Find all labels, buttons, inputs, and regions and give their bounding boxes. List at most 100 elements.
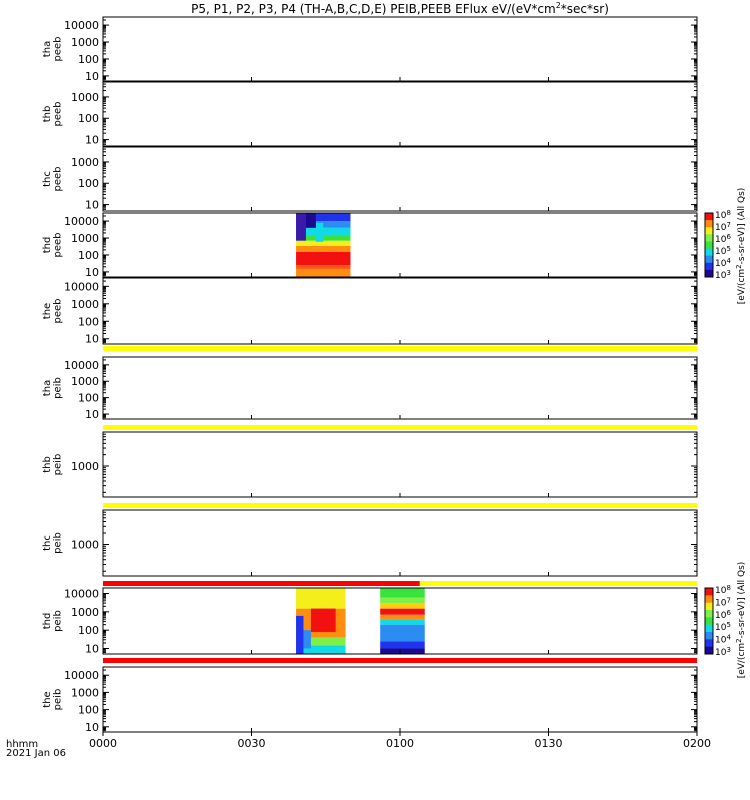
spectrogram-cell-thd-peeb-1 (296, 265, 351, 269)
colorbar-unit-main: [eV/(cm (737, 269, 747, 304)
spectrogram-cell-thd-peeb-8 (296, 213, 351, 222)
colorbar-segment-peeb (705, 255, 713, 264)
x-tick-label: 0200 (683, 737, 711, 750)
y-tick-label-thb-peeb: 10 (85, 134, 99, 147)
colorbar-tick-base: 10 (715, 271, 727, 281)
y-tick-label-thd-peib: 100 (78, 624, 99, 637)
colorbar-segment-peeb (705, 241, 713, 250)
panel-frame-thb-peib (102, 431, 698, 498)
flag-bar-thc-peib-1 (419, 581, 697, 586)
panel-label-species: peib (53, 454, 64, 476)
colorbar-segment-peeb (705, 234, 713, 242)
y-tick-label-the-peeb: 100 (78, 315, 99, 328)
y-tick-label-thd-peeb: 10 (85, 266, 99, 279)
spectrogram-cell-thd-peib-0 (296, 645, 346, 654)
colorbar-tick-base: 10 (715, 611, 727, 621)
y-tick-label-thc-peeb: 100 (78, 177, 99, 190)
panel-label-probe: thc (42, 535, 53, 551)
x-tick-label: 0000 (89, 737, 117, 750)
colorbar-tick-exp: 8 (726, 209, 730, 217)
colorbar-tick-exp: 8 (726, 584, 730, 592)
panel-label-probe: thd (42, 237, 53, 254)
colorbar-segment-peeb (705, 227, 713, 235)
colorbar-tick-base: 10 (715, 586, 727, 596)
y-tick-label-the-peib: 1000 (71, 686, 99, 699)
colorbar-tick-label-peib: 107 (715, 596, 731, 608)
colorbar-tick-base: 10 (715, 598, 727, 608)
x-tick-label: 0130 (535, 737, 563, 750)
x-tick-label: 0100 (386, 737, 414, 750)
panel-label-probe: tha (42, 41, 53, 57)
y-tick-label-tha-peeb: 10000 (64, 19, 99, 32)
colorbar-frame-peeb (704, 212, 714, 278)
colorbar-tick-label-peib: 103 (715, 646, 731, 658)
y-tick-label-tha-peeb: 1000 (71, 36, 99, 49)
spectrogram-cell-thd-peib-4 (310, 608, 336, 632)
colorbar-frame-peib (704, 587, 714, 655)
spectrogram-cell-thd-peeb-9 (296, 213, 306, 241)
y-tick-label-the-peeb: 1000 (71, 298, 99, 311)
spectrogram-cell-thd-peeb-11 (305, 213, 316, 228)
panel-label-thc-peib: thcpeib (42, 532, 64, 554)
y-tick-label-thd-peib: 1000 (71, 606, 99, 619)
panel-label-species: peeb (53, 299, 64, 324)
colorbar-tick-label-peeb: 104 (715, 257, 731, 269)
panel-label-thc-peeb: thcpeeb (42, 167, 64, 192)
colorbar-segment-peeb (705, 269, 713, 278)
panel-label-probe: the (42, 303, 53, 319)
colorbar-tick-base: 10 (715, 623, 727, 633)
y-tick-label-tha-peib: 10000 (64, 359, 99, 372)
panel-label-the-peib: thepeib (42, 689, 64, 711)
panel-label-probe: thc (42, 171, 53, 187)
spectrogram-cell-thd-peib-8 (380, 641, 425, 649)
spectrogram-cell-thd-peib-3 (296, 588, 346, 609)
panel-label-probe: thb (42, 456, 53, 473)
colorbar-tick-exp: 6 (726, 609, 731, 617)
colorbar-segment-peeb (705, 213, 713, 221)
colorbar-segment-peeb (705, 262, 713, 271)
panel-label-species: peeb (53, 37, 64, 62)
colorbar-tick-label-peeb: 107 (715, 221, 731, 233)
panel-label-tha-peib: thapeib (42, 377, 64, 399)
panel-frame-tha-peib (102, 356, 698, 420)
y-tick-label-thc-peib: 1000 (71, 539, 99, 552)
spectrogram-cell-thd-peib-9 (380, 624, 425, 642)
y-tick-label-thd-peeb: 1000 (71, 232, 99, 245)
panel-frame-thc-peeb (102, 146, 698, 212)
colorbar-tick-base: 10 (715, 636, 727, 646)
panel-label-probe: tha (42, 380, 53, 396)
spectrogram-cell-thd-peib-12 (380, 608, 425, 615)
y-tick-label-the-peib: 10 (85, 721, 99, 734)
flag-bar-thc-peib-0 (103, 581, 420, 586)
colorbar-segment-peib (705, 595, 713, 604)
colorbar-tick-label-peeb: 105 (715, 245, 731, 257)
panel-frame-thb-peeb (102, 81, 698, 147)
colorbar-tick-label-peib: 106 (715, 609, 731, 621)
y-tick-label-tha-peeb: 100 (78, 53, 99, 66)
flag-bar-thb-peib-0 (103, 503, 697, 508)
panel-frame-the-peib (102, 666, 698, 733)
colorbar-tick-base: 10 (715, 648, 727, 658)
y-tick-label-thd-peib: 10 (85, 642, 99, 655)
colorbar-segment-peeb (705, 248, 713, 257)
x-axis-label: hhmm (6, 739, 39, 750)
y-tick-label-thb-peeb: 1000 (71, 91, 99, 104)
y-tick-label-the-peib: 10000 (64, 669, 99, 682)
colorbar-segment-peib (705, 617, 713, 626)
panel-label-species: peeb (53, 167, 64, 192)
colorbar-tick-exp: 7 (726, 596, 730, 604)
colorbar-tick-label-peeb: 106 (715, 233, 731, 245)
colorbar-tick-base: 10 (715, 223, 727, 233)
y-tick-label-thd-peeb: 10000 (64, 215, 99, 228)
y-tick-label-thc-peeb: 10 (85, 199, 99, 212)
chart-title: P5, P1, P2, P3, P4 (TH-A,B,C,D,E) PEIB,P… (191, 1, 609, 16)
colorbar-tick-base: 10 (715, 235, 727, 245)
colorbar-unit-tail: -s-sr-eV)] (All Qs) (737, 562, 747, 639)
y-tick-label-the-peib: 100 (78, 704, 99, 717)
colorbar-segment-peib (705, 588, 713, 596)
panel-label-tha-peeb: thapeeb (42, 37, 64, 62)
colorbar-tick-exp: 3 (726, 269, 730, 277)
y-tick-label-tha-peib: 1000 (71, 375, 99, 388)
spectrogram-cell-thd-peeb-10 (315, 222, 324, 242)
panel-label-species: peib (53, 377, 64, 399)
